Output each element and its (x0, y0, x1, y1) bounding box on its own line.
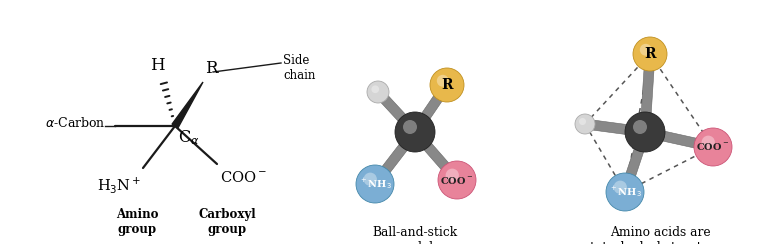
Circle shape (446, 169, 459, 182)
Polygon shape (371, 129, 419, 187)
Circle shape (625, 112, 665, 152)
Polygon shape (621, 131, 650, 193)
Circle shape (367, 81, 389, 103)
Circle shape (579, 118, 586, 125)
Text: Ball-and-stick
model: Ball-and-stick model (373, 226, 457, 244)
Circle shape (371, 85, 379, 93)
Text: $^+$NH$_3$: $^+$NH$_3$ (608, 184, 641, 199)
Circle shape (437, 75, 449, 87)
Circle shape (633, 37, 667, 71)
Circle shape (575, 114, 595, 134)
Text: Side
chain: Side chain (283, 54, 316, 82)
Text: R: R (441, 78, 453, 92)
Text: Amino
group: Amino group (116, 208, 159, 236)
Circle shape (633, 120, 647, 134)
Circle shape (363, 173, 377, 186)
Polygon shape (584, 119, 646, 137)
Polygon shape (411, 129, 460, 183)
Circle shape (430, 68, 464, 102)
Circle shape (701, 136, 715, 149)
Text: R: R (205, 60, 217, 77)
Text: COO$^-$: COO$^-$ (220, 170, 267, 185)
Text: COO$^-$: COO$^-$ (440, 174, 474, 185)
Text: Amino acids are
tetrahedral structures: Amino acids are tetrahedral structures (591, 226, 729, 244)
Text: R: R (644, 47, 656, 61)
Text: H$_3$N$^+$: H$_3$N$^+$ (97, 175, 141, 195)
Text: $\it{\alpha}$-Carbon: $\it{\alpha}$-Carbon (45, 116, 105, 130)
Text: $^+$NH$_3$: $^+$NH$_3$ (359, 177, 391, 192)
Text: Carboxyl
group: Carboxyl group (198, 208, 256, 236)
Text: C$_{\alpha}$: C$_{\alpha}$ (178, 128, 199, 147)
Circle shape (395, 112, 435, 152)
Circle shape (438, 161, 476, 199)
Polygon shape (640, 54, 655, 132)
Circle shape (640, 44, 651, 56)
Text: COO$^-$: COO$^-$ (696, 142, 730, 152)
Text: H: H (149, 57, 164, 74)
Circle shape (694, 128, 732, 166)
Circle shape (606, 173, 644, 211)
Polygon shape (172, 82, 203, 128)
Circle shape (403, 120, 417, 134)
Polygon shape (411, 82, 451, 135)
Circle shape (356, 165, 394, 203)
Polygon shape (644, 127, 714, 152)
Polygon shape (374, 89, 419, 135)
Circle shape (614, 181, 627, 194)
